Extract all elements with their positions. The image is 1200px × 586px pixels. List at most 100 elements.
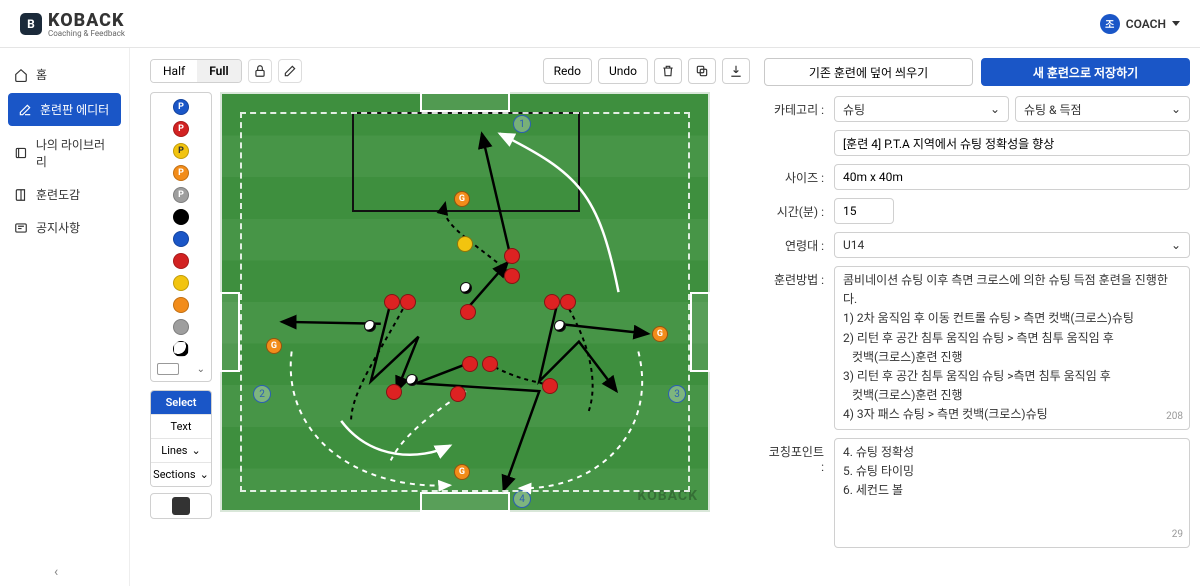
- nav-label: 훈련도감: [36, 186, 80, 203]
- palette-token[interactable]: [173, 275, 189, 291]
- edit-icon: [18, 103, 32, 117]
- player-marker[interactable]: [504, 268, 520, 284]
- size-label: 사이즈 :: [764, 164, 824, 186]
- view-half-button[interactable]: Half: [151, 60, 197, 82]
- ball-marker[interactable]: [364, 320, 376, 332]
- nav-label: 공지사항: [36, 219, 80, 236]
- player-marker[interactable]: [386, 384, 402, 400]
- palette-token[interactable]: [173, 209, 189, 225]
- trash-button[interactable]: [654, 58, 682, 84]
- age-label: 연령대 :: [764, 232, 824, 254]
- nav-label: 홈: [36, 66, 47, 83]
- field-number[interactable]: 2: [253, 385, 271, 403]
- view-full-button[interactable]: Full: [197, 60, 240, 82]
- palette-token[interactable]: [173, 253, 189, 269]
- chevron-down-icon[interactable]: ⌄: [197, 364, 205, 375]
- player-marker[interactable]: [504, 248, 520, 264]
- nav-editor[interactable]: 훈련판 에디터: [8, 93, 121, 126]
- sidenav: 홈 훈련판 에디터 나의 라이브러리 훈련도감 공지사항 ‹: [0, 48, 130, 586]
- time-label: 시간(분) :: [764, 198, 824, 220]
- download-icon: [729, 64, 743, 78]
- palette-token[interactable]: P: [173, 165, 189, 181]
- nav-notice[interactable]: 공지사항: [0, 211, 129, 244]
- player-marker[interactable]: [560, 294, 576, 310]
- palette-token[interactable]: P: [173, 143, 189, 159]
- title-input[interactable]: [834, 130, 1190, 156]
- trash-icon: [661, 64, 675, 78]
- shape-rect-icon[interactable]: [157, 363, 179, 375]
- overwrite-button[interactable]: 기존 훈련에 덮어 씌우기: [764, 58, 973, 86]
- player-marker[interactable]: [542, 378, 558, 394]
- goalkeeper-marker[interactable]: G: [454, 191, 470, 207]
- ball-marker[interactable]: [406, 374, 418, 386]
- field-number[interactable]: 3: [668, 385, 686, 403]
- player-marker[interactable]: [450, 386, 466, 402]
- goalkeeper-marker[interactable]: G: [266, 338, 282, 354]
- palette-token[interactable]: P: [173, 99, 189, 115]
- nav-book[interactable]: 훈련도감: [0, 178, 129, 211]
- training-field[interactable]: KOBACK 1234GGGG: [220, 92, 710, 512]
- user-role: COACH: [1126, 17, 1166, 31]
- download-button[interactable]: [722, 58, 750, 84]
- tool-sections[interactable]: Sections⌄: [151, 463, 211, 486]
- chevron-down-icon: ⌄: [1171, 238, 1181, 252]
- player-marker[interactable]: [460, 304, 476, 320]
- home-icon: [14, 68, 28, 82]
- copy-button[interactable]: [688, 58, 716, 84]
- nav-library[interactable]: 나의 라이브러리: [0, 128, 129, 178]
- tool-select[interactable]: Select: [151, 391, 211, 414]
- ball-marker[interactable]: [554, 320, 566, 332]
- player-marker[interactable]: [544, 294, 560, 310]
- current-color-swatch[interactable]: [150, 493, 212, 519]
- penalty-area: [352, 112, 580, 212]
- field-number[interactable]: 4: [513, 490, 531, 508]
- collapse-icon[interactable]: ‹: [54, 564, 58, 580]
- goalkeeper-marker[interactable]: G: [454, 464, 470, 480]
- movement-overlay: [222, 94, 708, 510]
- player-marker[interactable]: [384, 294, 400, 310]
- coaching-textarea[interactable]: 4. 슈팅 정확성 5. 슈팅 타이밍 6. 세컨드 볼29: [834, 438, 1190, 548]
- editor-toolbar: Half Full Redo Undo: [150, 58, 750, 84]
- category-label: 카테고리 :: [764, 96, 824, 118]
- lock-icon[interactable]: [248, 59, 272, 83]
- save-new-button[interactable]: 새 훈련으로 저장하기: [981, 58, 1190, 86]
- player-marker[interactable]: [482, 356, 498, 372]
- player-marker[interactable]: [400, 294, 416, 310]
- logo-mark-icon: B: [20, 13, 42, 35]
- field-number[interactable]: 1: [513, 115, 531, 133]
- cone-marker[interactable]: [457, 236, 473, 252]
- time-input[interactable]: [834, 198, 894, 224]
- redo-button[interactable]: Redo: [543, 58, 592, 84]
- user-menu[interactable]: 조 COACH: [1100, 14, 1180, 34]
- logo[interactable]: B KOBACK Coaching & Feedback: [20, 10, 125, 38]
- tool-text[interactable]: Text: [151, 415, 211, 438]
- nav-home[interactable]: 홈: [0, 58, 129, 91]
- palette-token[interactable]: P: [173, 121, 189, 137]
- tool-lines[interactable]: Lines⌄: [151, 439, 211, 462]
- view-segment: Half Full: [150, 59, 242, 83]
- coaching-counter: 29: [1172, 527, 1183, 543]
- notice-icon: [14, 221, 28, 235]
- palette: PPPPP⌄ Select Text Lines⌄ Sections⌄: [150, 92, 212, 519]
- pen-icon[interactable]: [278, 59, 302, 83]
- palette-token[interactable]: [173, 319, 189, 335]
- method-label: 훈련방법 :: [764, 266, 824, 288]
- topbar: B KOBACK Coaching & Feedback 조 COACH: [0, 0, 1200, 48]
- logo-tagline: Coaching & Feedback: [48, 29, 125, 38]
- avatar: 조: [1100, 14, 1120, 34]
- palette-token[interactable]: [173, 231, 189, 247]
- category1-select[interactable]: 슈팅⌄: [834, 96, 1009, 122]
- method-textarea[interactable]: 콤비네이션 슈팅 이후 측면 크로스에 의한 슈팅 득점 훈련을 진행한다. 1…: [834, 266, 1190, 430]
- palette-token[interactable]: [173, 297, 189, 313]
- palette-token[interactable]: P: [173, 187, 189, 203]
- chevron-down-icon: ⌄: [1171, 102, 1181, 116]
- logo-text: KOBACK: [48, 10, 125, 31]
- undo-button[interactable]: Undo: [598, 58, 648, 84]
- goalkeeper-marker[interactable]: G: [652, 326, 668, 342]
- player-marker[interactable]: [462, 356, 478, 372]
- category2-select[interactable]: 슈팅 & 득점⌄: [1015, 96, 1190, 122]
- size-input[interactable]: [834, 164, 1190, 190]
- palette-token[interactable]: [173, 341, 189, 357]
- ball-marker[interactable]: [460, 282, 472, 294]
- age-select[interactable]: U14⌄: [834, 232, 1190, 258]
